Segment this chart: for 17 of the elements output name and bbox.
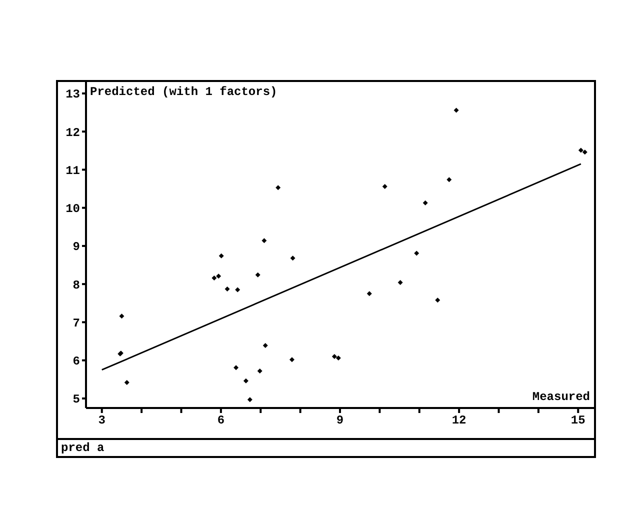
x-tick-label: 9 [336,414,344,428]
y-tick-label: 10 [66,202,80,216]
y-tick-label: 5 [72,392,80,407]
x-tick-label: 3 [98,414,106,428]
y-tick-label: 7 [72,316,80,330]
x-tick-label: 15 [570,414,586,428]
y-tick-label: 8 [72,278,80,292]
y-tick-label: 6 [72,354,80,369]
x-tick-label: 12 [452,414,466,428]
y-tick-label: 12 [66,126,80,140]
y-tick-label: 11 [66,164,80,178]
text: pred a [56,440,596,458]
x-axis-title: Measured [532,390,590,404]
y-tick-label: 9 [72,240,80,254]
x-tick-label: 6 [217,414,225,428]
y-axis-title: Predicted (with 1 factors) [90,85,278,99]
y-tick-label: 13 [66,88,80,102]
